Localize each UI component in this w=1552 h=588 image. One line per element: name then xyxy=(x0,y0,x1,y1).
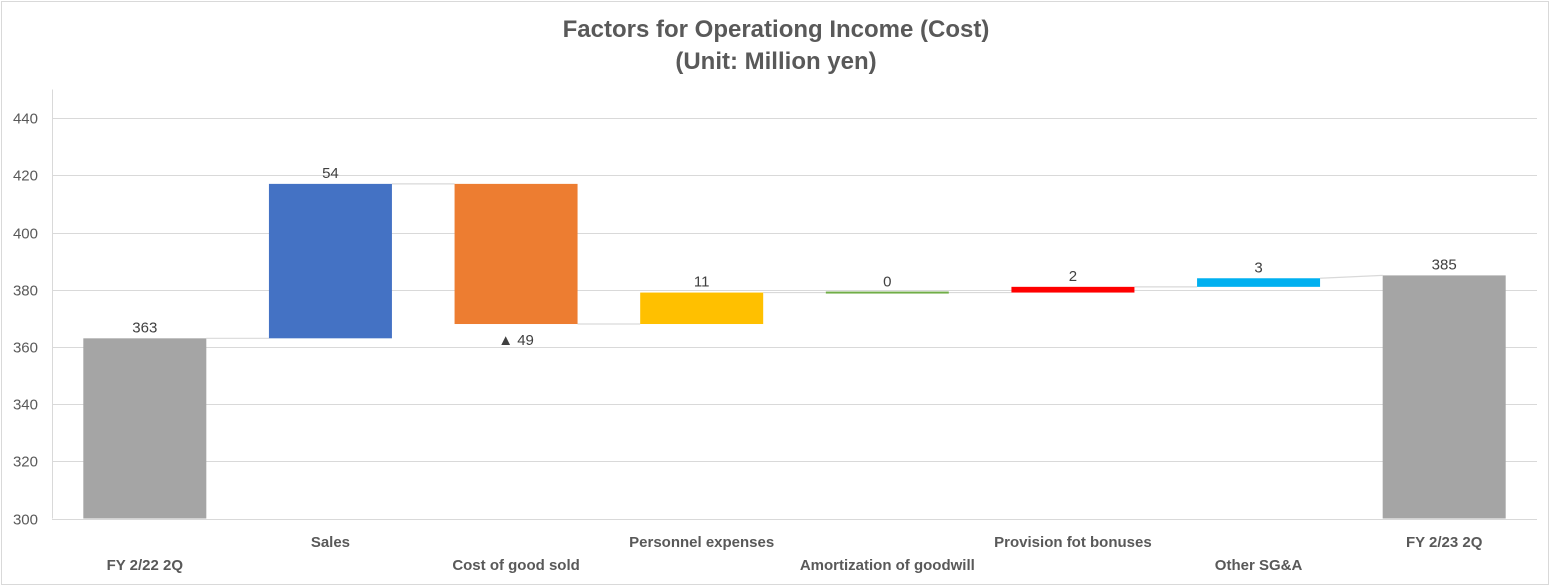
y-axis-ticks: 300 320 340 360 380 400 420 440 xyxy=(13,111,38,529)
data-labels: 363 54 ▲ 49 11 0 2 3 385 xyxy=(132,165,1456,349)
x-axis-categories: FY 2/22 2Q Sales Cost of good sold Personne… xyxy=(107,534,1483,574)
bar-2 xyxy=(268,183,392,339)
y-tick-label: 340 xyxy=(13,397,38,414)
category-label: Personnel expenses xyxy=(629,534,774,551)
bar-3 xyxy=(454,183,578,325)
data-label: 363 xyxy=(132,319,157,336)
connector-line xyxy=(1320,274,1383,279)
data-label: ▲ 49 xyxy=(498,332,534,349)
bar-1 xyxy=(83,338,207,519)
data-label: 2 xyxy=(1069,268,1077,285)
y-tick-label: 360 xyxy=(13,340,38,357)
data-label: 385 xyxy=(1432,256,1457,273)
y-tick-label: 300 xyxy=(13,512,38,529)
chart-title-block: Factors for Operationg Income (Cost) (Un… xyxy=(0,14,1552,78)
chart-subtitle: (Unit: Million yen) xyxy=(675,48,877,75)
bar-8 xyxy=(1382,275,1506,519)
category-label: Other SG&A xyxy=(1215,557,1303,574)
bar-4 xyxy=(640,292,764,325)
chart-title: Factors for Operationg Income (Cost) xyxy=(562,16,990,43)
data-label: 0 xyxy=(883,274,891,291)
category-label: FY 2/22 2Q xyxy=(107,557,184,574)
category-label: Provision fot bonuses xyxy=(994,534,1152,551)
category-label: Amortization of goodwill xyxy=(800,557,975,574)
data-label: 11 xyxy=(694,274,710,291)
y-tick-label: 320 xyxy=(13,454,38,471)
bar-7 xyxy=(1197,278,1321,287)
connectors xyxy=(206,183,1383,339)
bar-6 xyxy=(1011,286,1135,293)
data-label: 3 xyxy=(1254,259,1262,276)
y-tick-label: 420 xyxy=(13,168,38,185)
y-tick-label: 380 xyxy=(13,283,38,300)
category-label: Cost of good sold xyxy=(452,557,579,574)
y-tick-label: 400 xyxy=(13,226,38,243)
bar-5 xyxy=(825,291,949,294)
category-label: FY 2/23 2Q xyxy=(1406,534,1483,551)
bars xyxy=(83,183,1506,519)
y-tick-label: 440 xyxy=(13,111,38,128)
data-label: 54 xyxy=(322,165,339,182)
gridlines xyxy=(52,89,1537,520)
category-label: Sales xyxy=(311,534,350,551)
